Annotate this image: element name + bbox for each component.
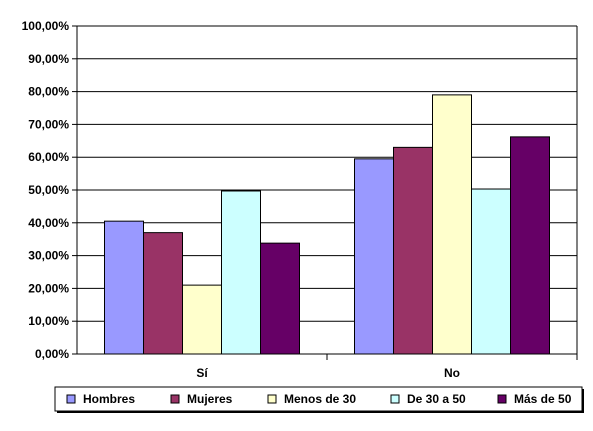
legend: Hombres Mujeres Menos de 30 De 30 a 50 Más d…	[54, 386, 584, 413]
legend-swatch	[170, 394, 180, 404]
bar-menos-de-30-0	[182, 284, 222, 355]
legend-label: Mujeres	[187, 392, 233, 406]
y-tick-label: 60,00%	[28, 150, 69, 164]
bar-más-de-50-1	[510, 136, 550, 355]
y-tick-label: 90,00%	[28, 52, 69, 66]
y-tick-label: 10,00%	[28, 314, 69, 328]
x-category-label: No	[444, 366, 460, 380]
x-category-label: Sí	[196, 366, 208, 380]
legend-swatch	[497, 394, 507, 404]
y-tick-label: 30,00%	[28, 249, 69, 263]
bar-de-30-a-50-1	[471, 188, 511, 355]
y-tick-label: 80,00%	[28, 85, 69, 99]
x-category-labels: Sí No	[196, 366, 460, 380]
bar-menos-de-30-1	[432, 94, 472, 355]
bar-hombres-0	[104, 220, 144, 355]
bars	[104, 94, 550, 355]
bar-mujeres-0	[143, 232, 183, 355]
y-tick-label: 70,00%	[28, 117, 69, 131]
y-tick-label: 50,00%	[28, 183, 69, 197]
legend-label: Hombres	[83, 392, 135, 406]
legend-label: Menos de 30	[284, 392, 356, 406]
axes	[72, 25, 578, 360]
legend-swatch	[66, 394, 76, 404]
legend-swatch	[390, 394, 400, 404]
y-tick-label: 0,00%	[35, 347, 69, 361]
bar-más-de-50-0	[260, 242, 300, 355]
bar-de-30-a-50-0	[221, 190, 261, 355]
legend-label: De 30 a 50	[407, 392, 466, 406]
bar-mujeres-1	[393, 146, 433, 355]
y-tick-label: 20,00%	[28, 281, 69, 295]
legend-box	[54, 386, 583, 412]
y-tick-label: 40,00%	[28, 216, 69, 230]
y-tick-label: 100,00%	[22, 19, 70, 33]
legend-label: Más de 50	[514, 392, 572, 406]
y-tick-labels: 0,00% 10,00% 20,00% 30,00% 40,00% 50,00% 60,00…	[22, 19, 70, 361]
bar-hombres-1	[354, 158, 394, 355]
legend-swatch	[267, 394, 277, 404]
